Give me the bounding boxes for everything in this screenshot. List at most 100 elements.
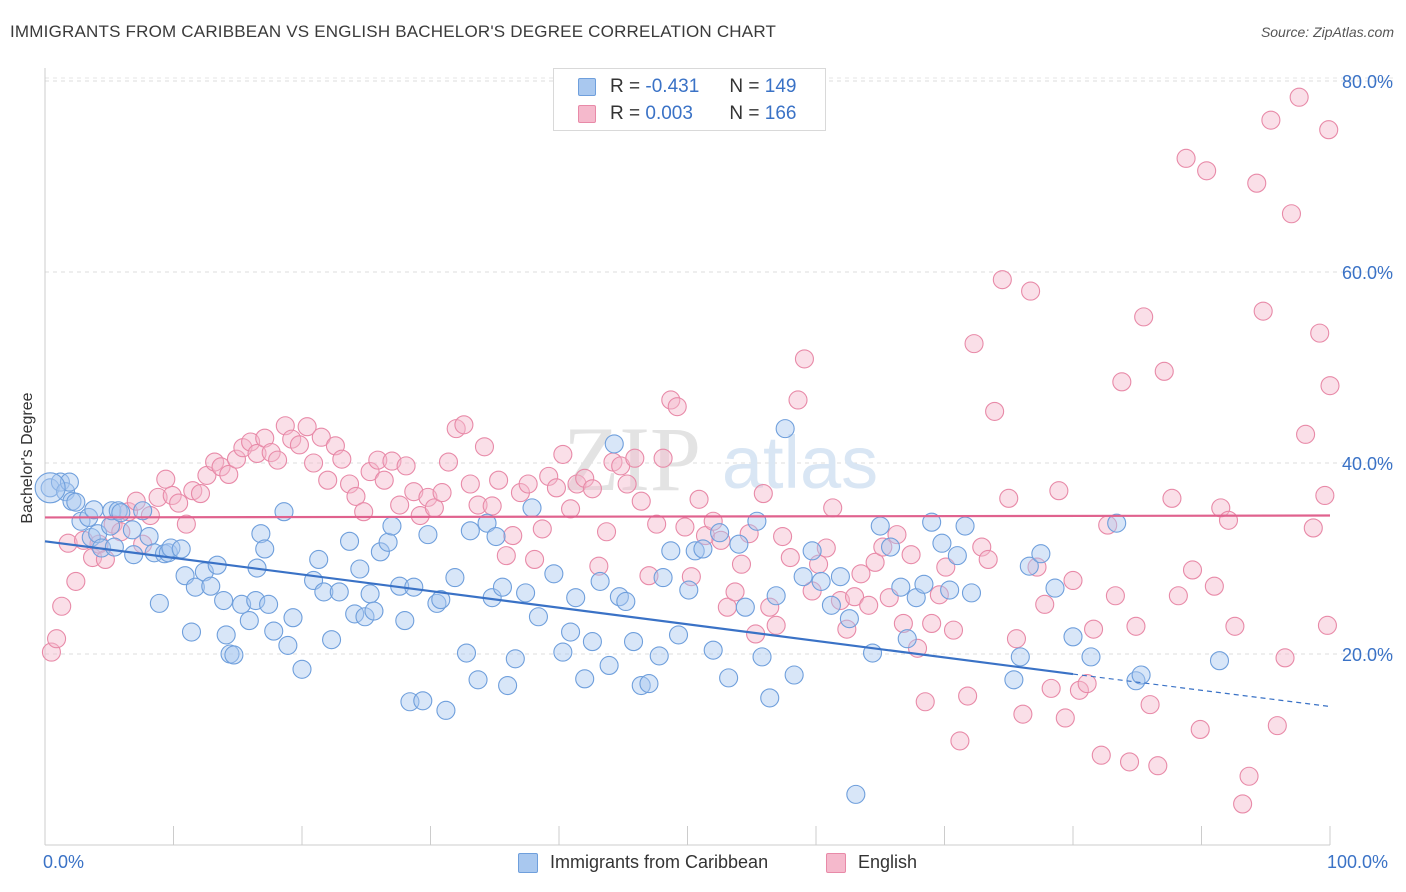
data-point: [126, 491, 146, 511]
data-point: [382, 451, 402, 471]
data-point: [760, 597, 780, 617]
data-point: [873, 537, 893, 557]
data-point: [891, 577, 911, 597]
watermark: ZIP atlas: [563, 408, 878, 510]
data-point: [496, 546, 516, 566]
stats-row-caribbean: R = -0.431 N = 149: [578, 74, 796, 100]
data-point: [880, 537, 901, 557]
data-point: [492, 577, 513, 597]
data-point: [735, 597, 755, 617]
data-point: [1021, 281, 1041, 301]
data-point: [374, 470, 394, 490]
data-point: [395, 611, 415, 631]
stats-swatch-caribbean: [578, 78, 596, 96]
stats-n-value: 149: [764, 76, 797, 97]
data-point: [596, 522, 617, 542]
data-point: [784, 665, 804, 685]
data-point: [460, 474, 480, 494]
data-point: [667, 397, 687, 417]
data-point: [482, 496, 502, 516]
data-point: [432, 483, 452, 503]
data-point: [985, 401, 1005, 421]
data-point: [830, 590, 850, 611]
data-point: [1134, 307, 1154, 327]
data-point: [468, 495, 488, 515]
data-point: [1019, 556, 1039, 576]
trend-line: [44, 514, 1331, 519]
data-point: [940, 580, 960, 600]
data-point: [546, 478, 566, 498]
data-point: [1225, 616, 1245, 636]
data-point: [943, 620, 964, 640]
data-point: [870, 516, 890, 536]
data-point: [561, 499, 581, 519]
data-point: [711, 530, 731, 550]
data-point: [297, 417, 317, 437]
data-point: [1107, 513, 1127, 533]
data-point: [661, 541, 681, 561]
data-point: [1267, 716, 1287, 736]
data-point: [436, 700, 456, 720]
data-point: [438, 452, 459, 472]
data-point: [66, 492, 86, 512]
data-point: [788, 390, 808, 410]
data-point: [211, 457, 231, 477]
data-point: [264, 621, 284, 641]
data-point: [679, 580, 699, 600]
data-point: [1119, 752, 1140, 772]
data-point: [47, 629, 67, 649]
data-point: [766, 586, 786, 606]
data-point: [961, 583, 982, 603]
data-point: [1010, 647, 1030, 667]
data-point: [427, 593, 447, 613]
data-point: [725, 582, 745, 602]
data-point: [1084, 619, 1104, 639]
data-point: [1148, 756, 1168, 776]
data-point: [329, 582, 349, 602]
data-point: [964, 334, 984, 354]
data-point: [1320, 376, 1340, 396]
data-point: [955, 516, 975, 536]
data-point: [590, 571, 610, 591]
data-point: [575, 468, 595, 488]
data-point: [1209, 651, 1230, 671]
data-point: [653, 448, 673, 468]
data-point: [474, 437, 495, 457]
data-point: [932, 533, 952, 553]
data-point: [1006, 629, 1027, 649]
data-point: [760, 688, 780, 708]
data-point: [1077, 674, 1097, 694]
data-point: [171, 539, 191, 559]
data-point: [1261, 110, 1281, 130]
data-point: [382, 516, 402, 536]
data-point: [582, 632, 602, 652]
data-point: [1154, 361, 1174, 381]
data-point: [703, 640, 723, 660]
data-point: [668, 625, 689, 645]
data-point: [185, 577, 205, 597]
data-point: [52, 596, 72, 616]
data-point: [1176, 148, 1196, 168]
legend-swatch-caribbean: [518, 852, 538, 873]
y-tick-label: 20.0%: [1342, 645, 1393, 665]
data-point: [639, 674, 659, 694]
data-point: [719, 668, 739, 688]
legend-item-caribbean[interactable]: Immigrants from Caribbean: [518, 852, 768, 873]
data-point: [445, 568, 465, 588]
data-point: [794, 349, 814, 369]
data-point: [846, 784, 866, 804]
data-point: [56, 482, 76, 502]
data-point: [731, 554, 752, 574]
data-point: [233, 438, 253, 458]
data-point: [631, 491, 651, 511]
legend-item-english[interactable]: English: [826, 852, 917, 873]
axes: [44, 68, 1331, 846]
data-point: [460, 521, 480, 541]
data-point: [522, 498, 542, 518]
data-point: [1239, 766, 1259, 786]
data-point: [404, 482, 424, 502]
data-point: [859, 595, 879, 615]
data-point: [149, 593, 169, 613]
data-point: [901, 545, 921, 565]
data-point: [623, 632, 644, 652]
